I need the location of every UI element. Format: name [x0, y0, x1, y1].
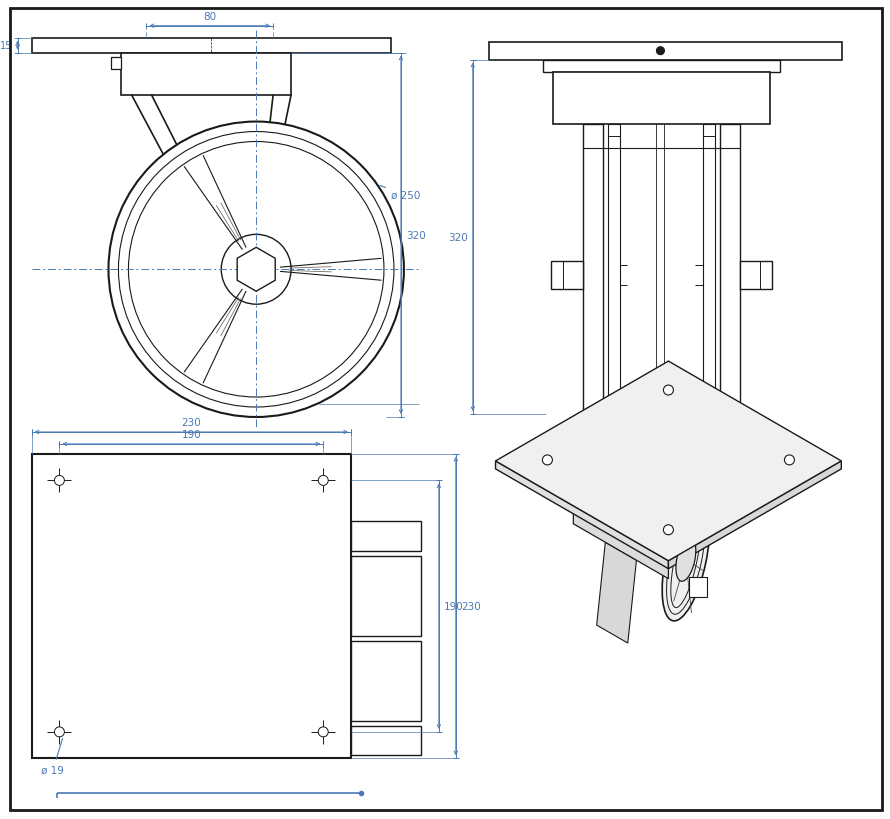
Circle shape	[54, 476, 64, 486]
Bar	[551, 261, 583, 289]
Polygon shape	[668, 461, 841, 569]
Bar	[583, 124, 603, 414]
Bar	[720, 124, 740, 414]
Circle shape	[784, 455, 795, 465]
Text: 320: 320	[406, 230, 425, 241]
Circle shape	[128, 143, 384, 397]
Bar	[543, 61, 781, 73]
Ellipse shape	[676, 537, 696, 581]
Polygon shape	[237, 248, 275, 292]
Text: 60: 60	[655, 419, 668, 429]
Text: ø 19: ø 19	[42, 739, 64, 775]
Bar	[608, 124, 619, 414]
Text: 190: 190	[182, 429, 201, 440]
Text: 320: 320	[448, 233, 468, 242]
Bar	[32, 455, 351, 758]
Text: ø 250: ø 250	[380, 186, 420, 200]
Bar	[32, 38, 391, 53]
Text: 230: 230	[461, 601, 481, 611]
Bar	[351, 641, 421, 721]
Bar	[553, 73, 770, 124]
Text: 190: 190	[444, 601, 464, 611]
Bar	[740, 261, 773, 289]
Bar	[489, 43, 842, 61]
Circle shape	[657, 48, 665, 56]
Bar	[111, 57, 121, 70]
Circle shape	[222, 235, 291, 305]
Circle shape	[663, 386, 674, 396]
Text: 15: 15	[0, 41, 12, 51]
Polygon shape	[573, 469, 668, 579]
Circle shape	[118, 133, 394, 408]
Polygon shape	[573, 414, 764, 524]
Circle shape	[542, 455, 553, 465]
Circle shape	[109, 122, 404, 418]
Text: 80: 80	[203, 11, 216, 22]
Circle shape	[319, 727, 328, 737]
Polygon shape	[496, 362, 841, 561]
Circle shape	[663, 525, 674, 535]
Bar	[121, 53, 291, 96]
Bar	[351, 521, 421, 551]
Bar	[690, 577, 708, 597]
Text: 230: 230	[182, 418, 201, 428]
Bar	[351, 556, 421, 636]
Polygon shape	[596, 542, 636, 643]
Ellipse shape	[662, 498, 709, 621]
Circle shape	[54, 727, 64, 737]
Polygon shape	[496, 461, 668, 569]
Circle shape	[319, 476, 328, 486]
Bar	[703, 124, 716, 414]
Bar	[351, 726, 421, 755]
